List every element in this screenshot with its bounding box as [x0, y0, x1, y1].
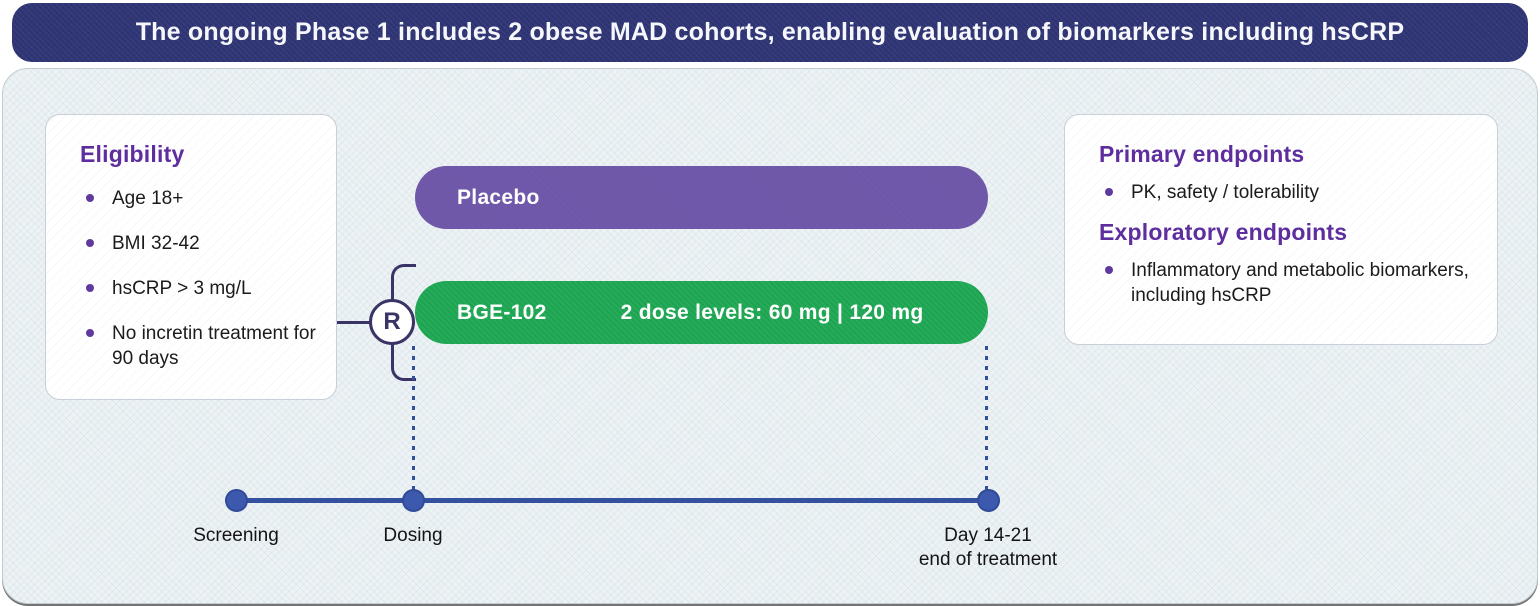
list-item-text: hsCRP > 3 mg/L	[112, 278, 252, 300]
list-item-text: Inflammatory and metabolic biomarkers, i…	[1131, 260, 1469, 307]
header-title: The ongoing Phase 1 includes 2 obese MAD…	[135, 18, 1405, 46]
bullet-icon	[86, 239, 94, 248]
list-item-text: BMI 32-42	[112, 233, 200, 255]
arm-dose-detail: 2 dose levels: 60 mg | 120 mg	[620, 300, 924, 324]
connector-elbow-top	[391, 264, 416, 302]
timeline-dot-dosing	[402, 489, 425, 512]
arm-name: BGE-102	[457, 300, 547, 324]
list-item: Inflammatory and metabolic biomarkers, i…	[1099, 258, 1473, 308]
list-item: hsCRP > 3 mg/L	[80, 276, 316, 301]
timeline-dot-screening	[225, 489, 248, 512]
connector-elbow-bottom	[391, 343, 416, 381]
dropline-end-of-treatment	[985, 346, 988, 492]
timeline-dot-end-of-treatment	[977, 489, 1000, 512]
arm-pill-placebo: Placebo	[415, 166, 988, 229]
randomization-circle: R	[369, 299, 415, 345]
primary-endpoints-title: Primary endpoints	[1099, 141, 1305, 167]
eligibility-title: Eligibility	[80, 141, 185, 167]
connector-line-horizontal	[337, 321, 370, 324]
bullet-icon	[86, 194, 94, 202]
bullet-icon	[86, 284, 94, 293]
main-panel: Eligibility Age 18+ BMI 32-42 hsCRP > 3 …	[2, 68, 1538, 604]
randomization-label: R	[383, 308, 401, 335]
arm-name: Placebo	[457, 185, 540, 209]
list-item: BMI 32-42	[80, 231, 316, 256]
list-item: Age 18+	[80, 186, 316, 211]
timeline-line	[236, 498, 988, 503]
list-item: PK, safety / tolerability	[1099, 180, 1473, 205]
milestone-label: Screening	[193, 525, 279, 546]
list-item-text: No incretin treatment for 90 days	[112, 323, 316, 370]
header-banner: The ongoing Phase 1 includes 2 obese MAD…	[12, 3, 1528, 62]
arm-pill-bge102: BGE-102 2 dose levels: 60 mg | 120 mg	[415, 281, 988, 344]
exploratory-endpoints-title: Exploratory endpoints	[1099, 219, 1348, 246]
bullet-icon	[86, 329, 94, 338]
list-item: No incretin treatment for 90 days	[80, 321, 316, 371]
eligibility-card: Eligibility Age 18+ BMI 32-42 hsCRP > 3 …	[45, 114, 337, 400]
endpoints-card: Primary endpoints PK, safety / tolerabil…	[1064, 114, 1498, 345]
bullet-icon	[1105, 188, 1113, 196]
milestone-label: Dosing	[383, 525, 443, 546]
list-item-text: Age 18+	[112, 188, 184, 209]
exploratory-endpoints-list: Inflammatory and metabolic biomarkers, i…	[1099, 258, 1473, 308]
bullet-icon	[1105, 266, 1113, 275]
milestone-label: Day 14-21	[944, 525, 1032, 546]
dropline-dosing	[412, 346, 415, 492]
eligibility-list: Age 18+ BMI 32-42 hsCRP > 3 mg/L No incr…	[80, 186, 316, 371]
timeline-label-dosing: Dosing	[293, 524, 533, 548]
timeline-label-screening: Screening	[116, 524, 356, 548]
primary-endpoints-list: PK, safety / tolerability	[1099, 180, 1473, 205]
milestone-sublabel: end of treatment	[918, 548, 1058, 570]
list-item-text: PK, safety / tolerability	[1131, 182, 1319, 203]
timeline-label-end-of-treatment: Day 14-21 end of treatment	[868, 524, 1108, 572]
